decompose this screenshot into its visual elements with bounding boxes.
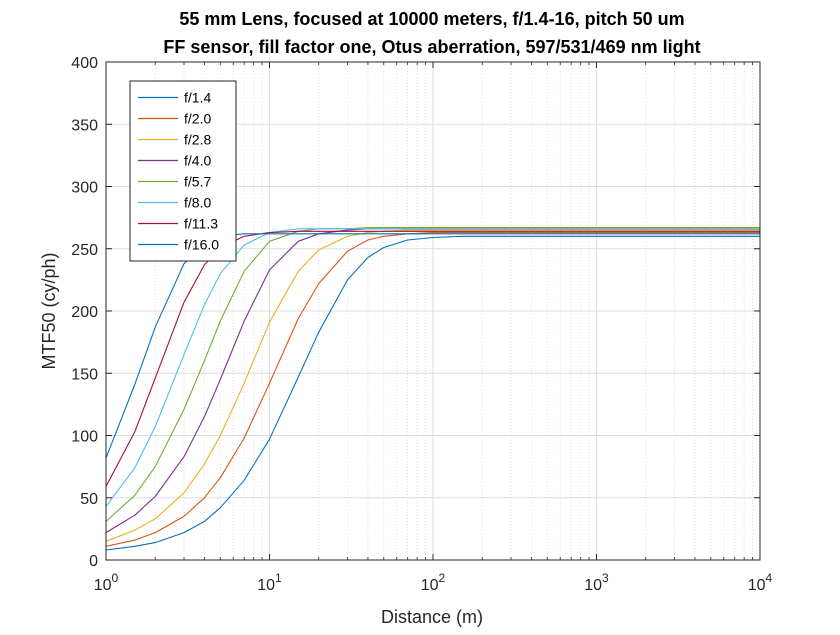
legend-entry: f/2.0 bbox=[184, 111, 211, 127]
y-tick-labels: 0 50 100 150 200 250 300 350 400 bbox=[71, 55, 98, 570]
y-tick-label: 50 bbox=[80, 491, 98, 508]
x-tick-label: 100 bbox=[94, 571, 119, 594]
y-tick-label: 250 bbox=[71, 242, 98, 259]
x-tick-labels: 100 101 102 103 104 bbox=[94, 571, 773, 594]
x-tick-label: 101 bbox=[257, 571, 282, 594]
legend-entry: f/11.3 bbox=[184, 216, 218, 232]
x-axis-label: Distance (m) bbox=[381, 607, 483, 627]
y-axis-label: MTF50 (cy/ph) bbox=[39, 252, 59, 369]
y-tick-label: 350 bbox=[71, 117, 98, 134]
x-tick-label: 102 bbox=[421, 571, 446, 594]
y-tick-label: 200 bbox=[71, 304, 98, 321]
legend: f/1.4 f/2.0 f/2.8 f/4.0 f/5.7 f/8.0 f/11.3 f/16… bbox=[129, 80, 237, 262]
y-tick-label: 100 bbox=[71, 429, 98, 446]
series-line-6 bbox=[105, 228, 760, 507]
series-line-2 bbox=[105, 232, 760, 547]
y-tick-label: 0 bbox=[89, 553, 98, 570]
series-line-3 bbox=[105, 229, 760, 542]
legend-entry: f/16.0 bbox=[184, 237, 219, 253]
x-tick-label: 103 bbox=[584, 571, 609, 594]
chart-title-line-2: FF sensor, fill factor one, Otus aberrat… bbox=[163, 37, 700, 57]
axis-ticks bbox=[105, 61, 761, 561]
legend-entry: f/8.0 bbox=[184, 195, 211, 211]
legend-entry: f/5.7 bbox=[184, 174, 211, 190]
y-tick-label: 300 bbox=[71, 180, 98, 197]
legend-entry: f/2.8 bbox=[184, 132, 211, 148]
series-line-7 bbox=[105, 230, 760, 487]
legend-entry: f/1.4 bbox=[184, 90, 211, 106]
x-tick-label: 104 bbox=[748, 571, 773, 594]
y-tick-label: 400 bbox=[71, 55, 98, 72]
chart-title-line-1: 55 mm Lens, focused at 10000 meters, f/1… bbox=[179, 9, 684, 29]
legend-entry: f/4.0 bbox=[184, 153, 211, 169]
legend-box bbox=[129, 80, 237, 262]
y-tick-label: 150 bbox=[71, 366, 98, 383]
series-line-1 bbox=[105, 235, 760, 551]
